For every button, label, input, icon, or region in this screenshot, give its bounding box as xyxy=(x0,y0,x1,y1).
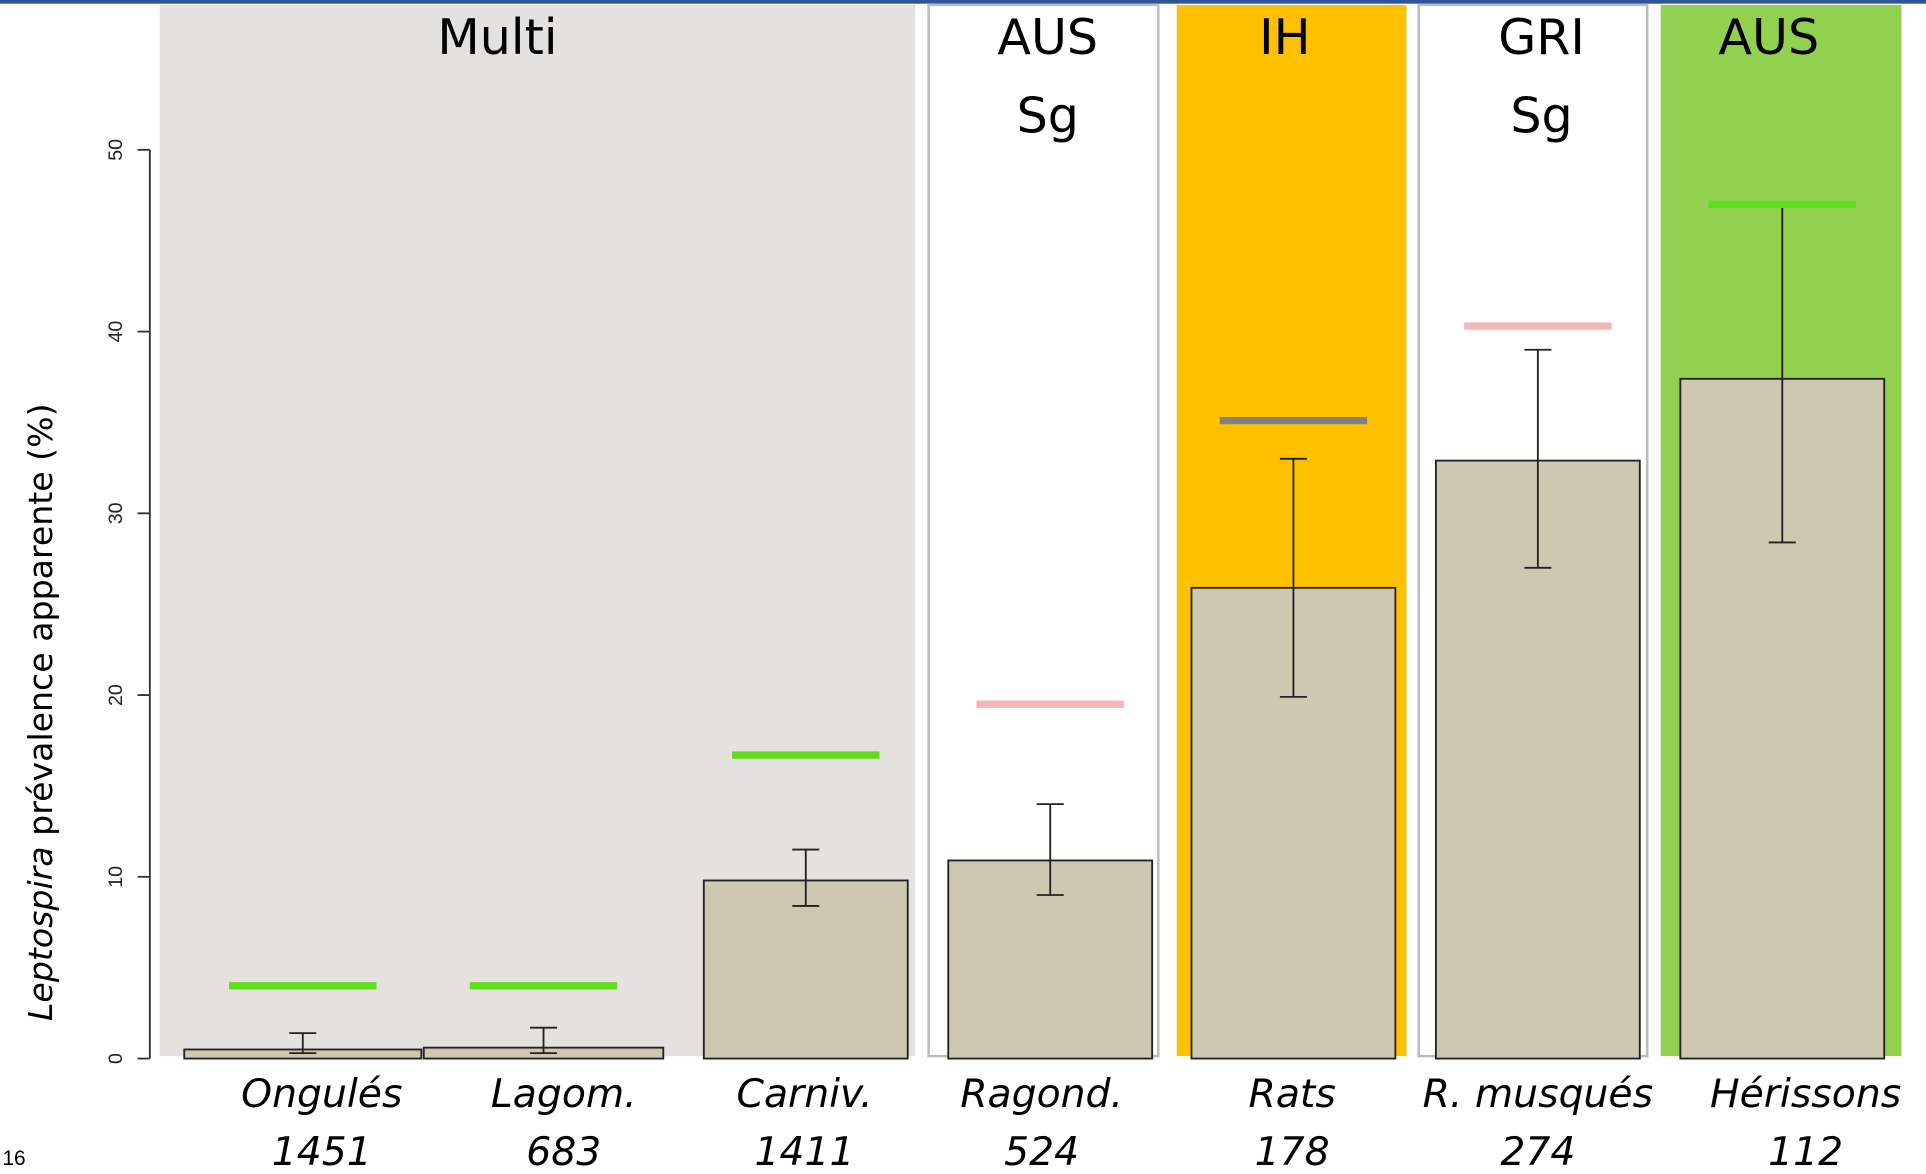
bar xyxy=(704,880,908,1058)
group-label: IH xyxy=(1259,8,1310,66)
y-tick-label: 20 xyxy=(105,684,127,706)
x-tick-label: Carniv. xyxy=(737,1072,873,1117)
chart: 16 Multi AUS Sg IH GRI Sg AUS 0 10 20 30 40 50 Leptos… xyxy=(0,0,1926,1174)
sample-size: 1451 xyxy=(272,1130,372,1174)
sample-size: 112 xyxy=(1768,1130,1843,1174)
group-label: Multi xyxy=(437,8,557,66)
page-number: 16 xyxy=(2,1147,25,1170)
group-label: AUS xyxy=(997,8,1098,66)
x-tick-label: Rats xyxy=(1249,1072,1336,1117)
y-axis-label-part: Leptospira xyxy=(20,846,59,1021)
y-tick-label: 50 xyxy=(105,139,127,161)
top-rule xyxy=(0,0,1926,4)
sample-size: 1411 xyxy=(755,1130,855,1174)
x-tick-label: Ongulés xyxy=(241,1072,402,1117)
group-label: GRI xyxy=(1498,8,1585,66)
y-tick-label: 0 xyxy=(105,1053,127,1064)
x-tick-label: Lagom. xyxy=(491,1072,637,1117)
x-tick-label: Hérissons xyxy=(1710,1072,1901,1117)
y-tick-label: 10 xyxy=(105,866,127,888)
group-label: AUS xyxy=(1718,8,1819,66)
x-tick-label: Ragond. xyxy=(960,1072,1123,1117)
group-label: Sg xyxy=(1017,87,1079,145)
y-tick-label: 40 xyxy=(105,321,127,343)
sample-size: 178 xyxy=(1255,1130,1330,1174)
sample-size: 524 xyxy=(1004,1130,1079,1174)
group-label: Sg xyxy=(1510,87,1572,145)
sample-size: 683 xyxy=(526,1130,601,1174)
y-axis-label: Leptospira prévalence apparente (%) xyxy=(20,403,59,1021)
x-tick-label: R. musqués xyxy=(1423,1072,1653,1117)
y-tick-label: 30 xyxy=(105,502,127,524)
y-axis-label-part: prévalence apparente (%) xyxy=(20,403,59,846)
sample-size: 274 xyxy=(1500,1130,1575,1174)
